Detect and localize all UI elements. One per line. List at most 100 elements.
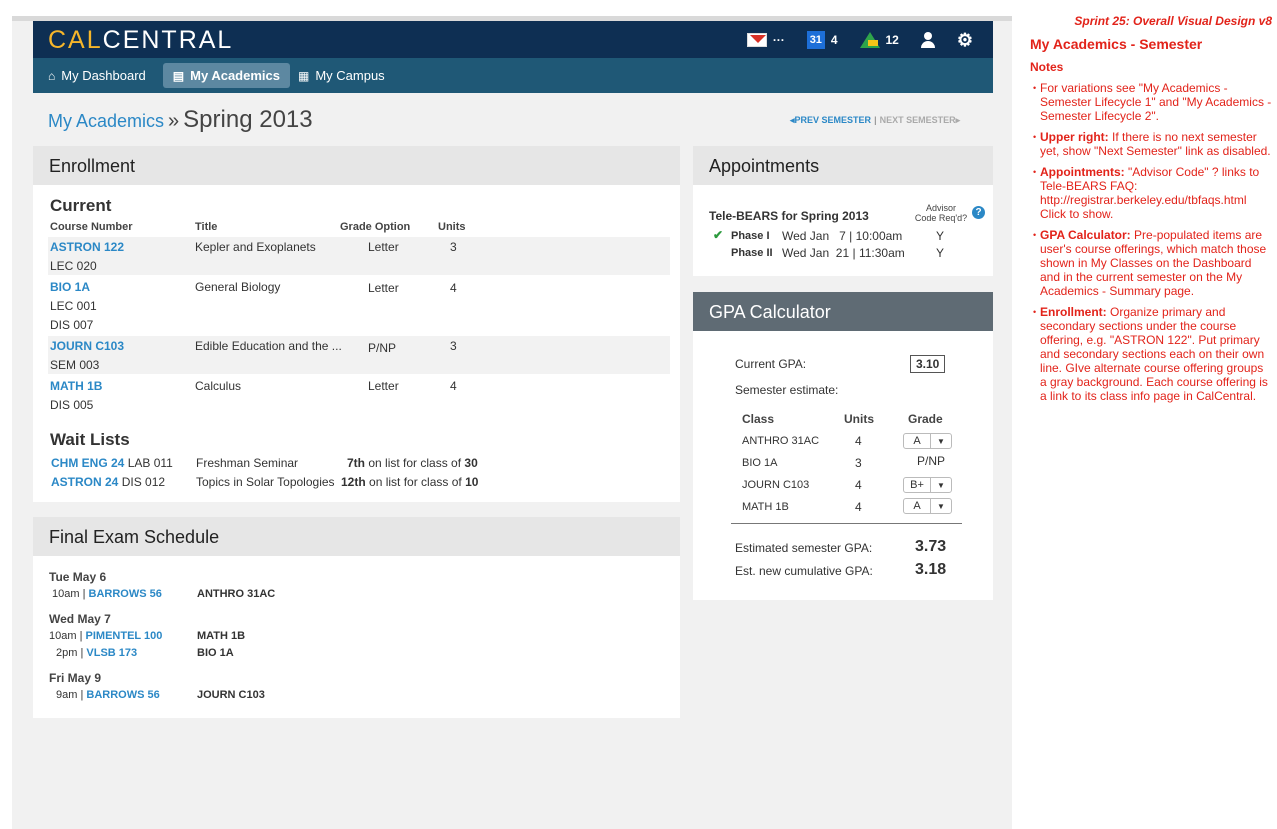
semester-estimate-label: Semester estimate: [735,383,839,397]
next-semester-label: NEXT SEMESTER [879,115,956,125]
calendar-button[interactable]: 31 4 [806,30,838,49]
waitlist-section: LAB 011 [127,456,173,470]
waitlists-title: Wait Lists [50,430,130,449]
note-text: Organize primary and secondary sections … [1040,305,1268,403]
note-item: Upper right: If there is no next semeste… [1030,130,1272,158]
est-cumulative-gpa-label: Est. new cumulative GPA: [735,564,873,578]
course-row: MATH 1B DIS 005 Calculus Letter 4 [48,376,670,414]
exam-time: 2pm [56,647,78,659]
grade-select[interactable]: A ▼ [903,498,952,514]
course-link[interactable]: JOURN C103 [50,339,125,353]
breadcrumb-my-academics[interactable]: My Academics [48,111,165,131]
col-grade-option: Grade Option [340,221,411,233]
checkmark-icon: ✔ [713,228,724,242]
profile-button[interactable] [920,31,935,48]
exam-separator: | [80,689,84,701]
exam-course: MATH 1B [197,630,246,642]
advisor-label: Code Req'd? [914,213,968,223]
phase-date: Wed Jan 7 | 10:00am [782,229,903,243]
course-link[interactable]: ASTRON 122 [50,240,125,254]
note-text: For variations see "My Academics - Semes… [1040,81,1272,123]
course-title: Edible Education and the ... [195,339,342,353]
waitlist-row: ASTRON 24 DIS 012 Topics in Solar Topolo… [51,475,651,491]
waitlist-section: DIS 012 [121,475,166,489]
col-course-number: Course Number [50,221,133,233]
notes-subtitle: Notes [1030,60,1064,74]
note-bold: Appointments: [1040,165,1125,179]
appointment-name: Tele-BEARS for Spring 2013 [709,209,869,223]
note-text: "Advisor Code" ? links to Tele-BEARS FAQ… [1040,165,1260,221]
nav-my-dashboard[interactable]: ⌂ My Dashboard [48,63,155,88]
course-title: General Biology [195,280,281,294]
phase-advisor-req: Y [936,229,945,243]
calcentral-logo[interactable]: CALCENTRAL [48,26,233,55]
course-grade-option: P/NP [368,341,397,355]
design-notes: Sprint 25: Overall Visual Design v8 My A… [1030,14,1272,403]
nav-label: My Campus [315,68,385,83]
course-units: 4 [450,379,457,393]
course-units: 3 [450,339,457,353]
course-grade-option: Letter [368,281,399,295]
grade-value-static: P/NP [917,454,946,468]
grade-value: A [913,500,921,512]
app-header: CALCENTRAL ··· 31 4 12 ⚙ ⌂ My Dashboard ▤ M… [33,21,993,93]
canvas-top-bar [12,16,1012,21]
exam-location-link[interactable]: BARROWS 56 [86,689,160,701]
chevron-down-icon: ▼ [930,478,951,492]
grade-select[interactable]: A ▼ [903,433,952,449]
course-row: BIO 1A LEC 001 DIS 007 General Biology L… [48,277,670,335]
exam-location-link[interactable]: BARROWS 56 [88,588,162,600]
waitlist-course-link[interactable]: ASTRON 24 [51,475,119,489]
gpa-units: 4 [855,478,862,492]
exam-course: JOURN C103 [197,689,265,701]
waitlist-size: 30 [464,456,478,470]
course-section: LEC 001 [50,299,97,313]
course-title: Calculus [195,379,242,393]
exam-separator: | [80,647,84,659]
course-link[interactable]: MATH 1B [50,379,103,393]
semester-nav: ◂PREV SEMESTER | NEXT SEMESTER▸ [790,115,960,126]
exam-location-link[interactable]: PIMENTEL 100 [85,630,163,642]
exam-date: Tue May 6 [49,570,107,584]
phase-label: Phase I [731,230,770,242]
course-link[interactable]: BIO 1A [50,280,91,294]
note-item: Appointments: "Advisor Code" ? links to … [1030,165,1272,221]
grade-select[interactable]: B+ ▼ [903,477,952,493]
home-icon: ⌂ [48,68,56,83]
drive-button[interactable]: 12 [859,31,899,48]
sprint-label: Sprint 25: Overall Visual Design v8 [1074,14,1272,28]
note-text: Pre-populated items are user's course of… [1040,228,1267,298]
col-units: Units [438,221,466,233]
calendar-count: 4 [830,32,838,47]
chevron-down-icon: ▼ [930,434,951,448]
waitlist-size: 10 [465,475,479,489]
gpa-class: MATH 1B [742,501,789,513]
exam-time: 9am [56,689,78,701]
est-semester-gpa-label: Estimated semester GPA: [735,541,873,555]
prev-semester-link[interactable]: ◂PREV SEMESTER [790,115,872,125]
waitlist-title: Topics in Solar Topologies [196,475,335,489]
course-section: LEC 020 [50,259,97,273]
course-grade-option: Letter [368,240,399,254]
nav-my-campus[interactable]: ▦ My Campus [298,63,394,88]
col-class: Class [742,412,775,426]
nav-my-academics[interactable]: ▤ My Academics [162,63,290,88]
exam-location-link[interactable]: VLSB 173 [86,647,138,659]
course-row: ASTRON 122 LEC 020 Kepler and Exoplanets… [48,237,670,275]
waitlist-text: on list for class of [369,475,462,489]
advisor-code-header: Advisor Code Req'd? [911,203,971,223]
mail-button[interactable]: ··· [746,32,785,47]
gpa-class: JOURN C103 [742,479,810,491]
waitlist-position: 12th [341,475,366,489]
exam-date: Fri May 9 [49,671,102,685]
exam-date: Wed May 7 [49,612,111,626]
enrollment-title: Enrollment [33,146,680,185]
nav-label: My Academics [190,68,280,83]
settings-button[interactable]: ⚙ [957,31,973,49]
main-nav: ⌂ My Dashboard ▤ My Academics ▦ My Campus [33,58,993,93]
col-units: Units [844,412,874,426]
col-title: Title [195,221,218,233]
help-icon[interactable]: ? [972,206,985,219]
gpa-class: BIO 1A [742,457,778,469]
waitlist-course-link[interactable]: CHM ENG 24 [51,456,125,470]
